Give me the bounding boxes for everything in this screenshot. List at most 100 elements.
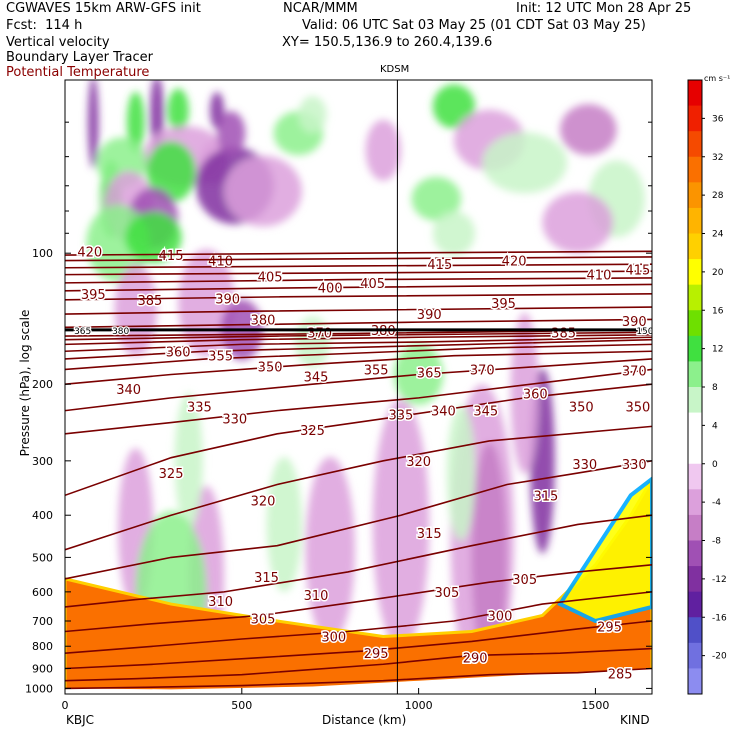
x-end-label: KIND: [620, 713, 650, 727]
theta-contour-label: 390: [215, 292, 240, 307]
y-tick-label: 300: [32, 455, 53, 468]
velocity-cell: [174, 393, 203, 529]
colorbar-swatch: [688, 412, 702, 439]
theta-contour: [65, 460, 652, 580]
theta-contour-label: 310: [304, 589, 329, 604]
theta-contour: [65, 620, 652, 670]
colorbar-label: 8: [712, 383, 718, 393]
theta-contour-label: 415: [159, 249, 184, 264]
org-label: NCAR/MMM: [283, 1, 358, 16]
colorbar-swatch: [688, 642, 702, 669]
theta-contour: [65, 383, 652, 497]
colorbar-swatch: [688, 617, 702, 644]
velocity-cell: [146, 141, 196, 203]
theta-contour-label: 410: [208, 255, 233, 270]
theta-contour-label: 315: [254, 571, 279, 586]
theta-contour-label: 340: [116, 383, 141, 398]
x-tick-label: 1000: [405, 699, 433, 712]
theta-contour-label: 405: [360, 277, 385, 292]
forecast-hour: Fcst: 114 h: [6, 18, 83, 33]
y-tick-label: 900: [32, 662, 53, 675]
theta-contour-label: 350: [258, 360, 283, 375]
colorbar-label: 16: [712, 306, 724, 316]
theta-contour: [65, 270, 652, 276]
theta-contour-label: 300: [321, 631, 346, 646]
velocity-cell: [432, 84, 476, 129]
boundary-layer-tracer: [65, 475, 652, 694]
y-tick-label: 800: [32, 640, 53, 653]
theta-contour-label: 365: [417, 367, 442, 382]
velocity-cell: [411, 176, 462, 221]
theta-contour-label: 320: [406, 455, 431, 470]
x-start-label: KBJC: [66, 713, 95, 727]
y-tick-label: 1000: [25, 682, 53, 695]
colorbar-swatch: [688, 387, 702, 414]
velocity-cell: [365, 119, 401, 181]
colorbar-label: -8: [712, 537, 721, 547]
velocity-cell: [305, 456, 355, 643]
colorbar-swatch: [688, 361, 702, 388]
plot-frame: [64, 79, 653, 695]
y-tick-label: 400: [32, 509, 53, 522]
theta-contour: [65, 358, 652, 412]
theta-contour: [65, 331, 652, 341]
theta-contour-label: 395: [81, 288, 106, 303]
theta-contour-label: 360: [166, 345, 191, 360]
velocity-cell: [372, 399, 430, 650]
colorbar-swatch: [688, 438, 702, 465]
theta-contour-label: 360: [523, 387, 548, 402]
theta-contour-label: 315: [417, 527, 442, 542]
theta-contour-label: 415: [625, 263, 650, 278]
colorbar-label: 28: [712, 191, 724, 201]
terrain: [65, 668, 652, 694]
velocity-cell: [471, 442, 508, 673]
station-marker-label: KDSM: [380, 64, 410, 75]
theta-contour-label: 345: [304, 370, 329, 385]
colorbar-label: -12: [712, 575, 727, 585]
theta-contour-label: 405: [258, 270, 283, 285]
colorbar-swatch: [688, 105, 702, 132]
colorbar-swatch: [688, 131, 702, 158]
theta-contour-label: 325: [159, 467, 184, 482]
tropopause-label: 150: [636, 327, 653, 337]
theta-contour-label: 420: [502, 255, 527, 270]
y-tick-label: 500: [32, 551, 53, 564]
velocity-cell: [482, 132, 568, 194]
field-boundary-layer: Boundary Layer Tracer: [6, 50, 153, 65]
plot-area: 285 290 295 295 300 300 305 305 305 310 310 315 315 3…: [65, 80, 653, 694]
colorbar-swatch: [688, 310, 702, 337]
tracer-high-core: [557, 476, 652, 624]
colorbar-swatch: [688, 335, 702, 362]
theta-contour-label: 420: [77, 245, 102, 260]
velocity-cell: [266, 456, 302, 593]
colorbar-label: 24: [712, 230, 724, 240]
theta-contour: [65, 250, 652, 256]
theta-contour: [65, 306, 652, 315]
theta-contour-label: 340: [431, 405, 456, 420]
theta-contour: [65, 293, 652, 301]
colorbar-swatch: [688, 156, 702, 183]
theta-contour-label: 325: [300, 424, 325, 439]
theta-contour-label: 380: [251, 313, 276, 328]
colorbar-unit: cm s⁻¹: [704, 74, 731, 83]
colorbar-label: 36: [712, 114, 724, 124]
theta-contour-label: 345: [473, 405, 498, 420]
theta-contour: [65, 338, 652, 360]
theta-contour-label: 400: [318, 282, 343, 297]
velocity-cell: [114, 263, 157, 357]
theta-contour: [65, 277, 652, 284]
x-tick-label: 0: [62, 699, 69, 712]
theta-contour: [65, 350, 652, 386]
theta-contour-label: 390: [622, 315, 647, 330]
theta-contour: [65, 263, 652, 269]
colorbar-swatch: [688, 207, 702, 234]
theta-contour-label: 350: [569, 400, 594, 415]
theta-contour: [65, 368, 652, 435]
theta-contour-label: 370: [622, 364, 647, 379]
theta-contour-label: 330: [222, 413, 247, 428]
x-tick-label: 1500: [581, 699, 609, 712]
velocity-cell: [542, 192, 614, 253]
velocity-cell: [125, 212, 182, 263]
theta-contour-label: 395: [491, 297, 516, 312]
